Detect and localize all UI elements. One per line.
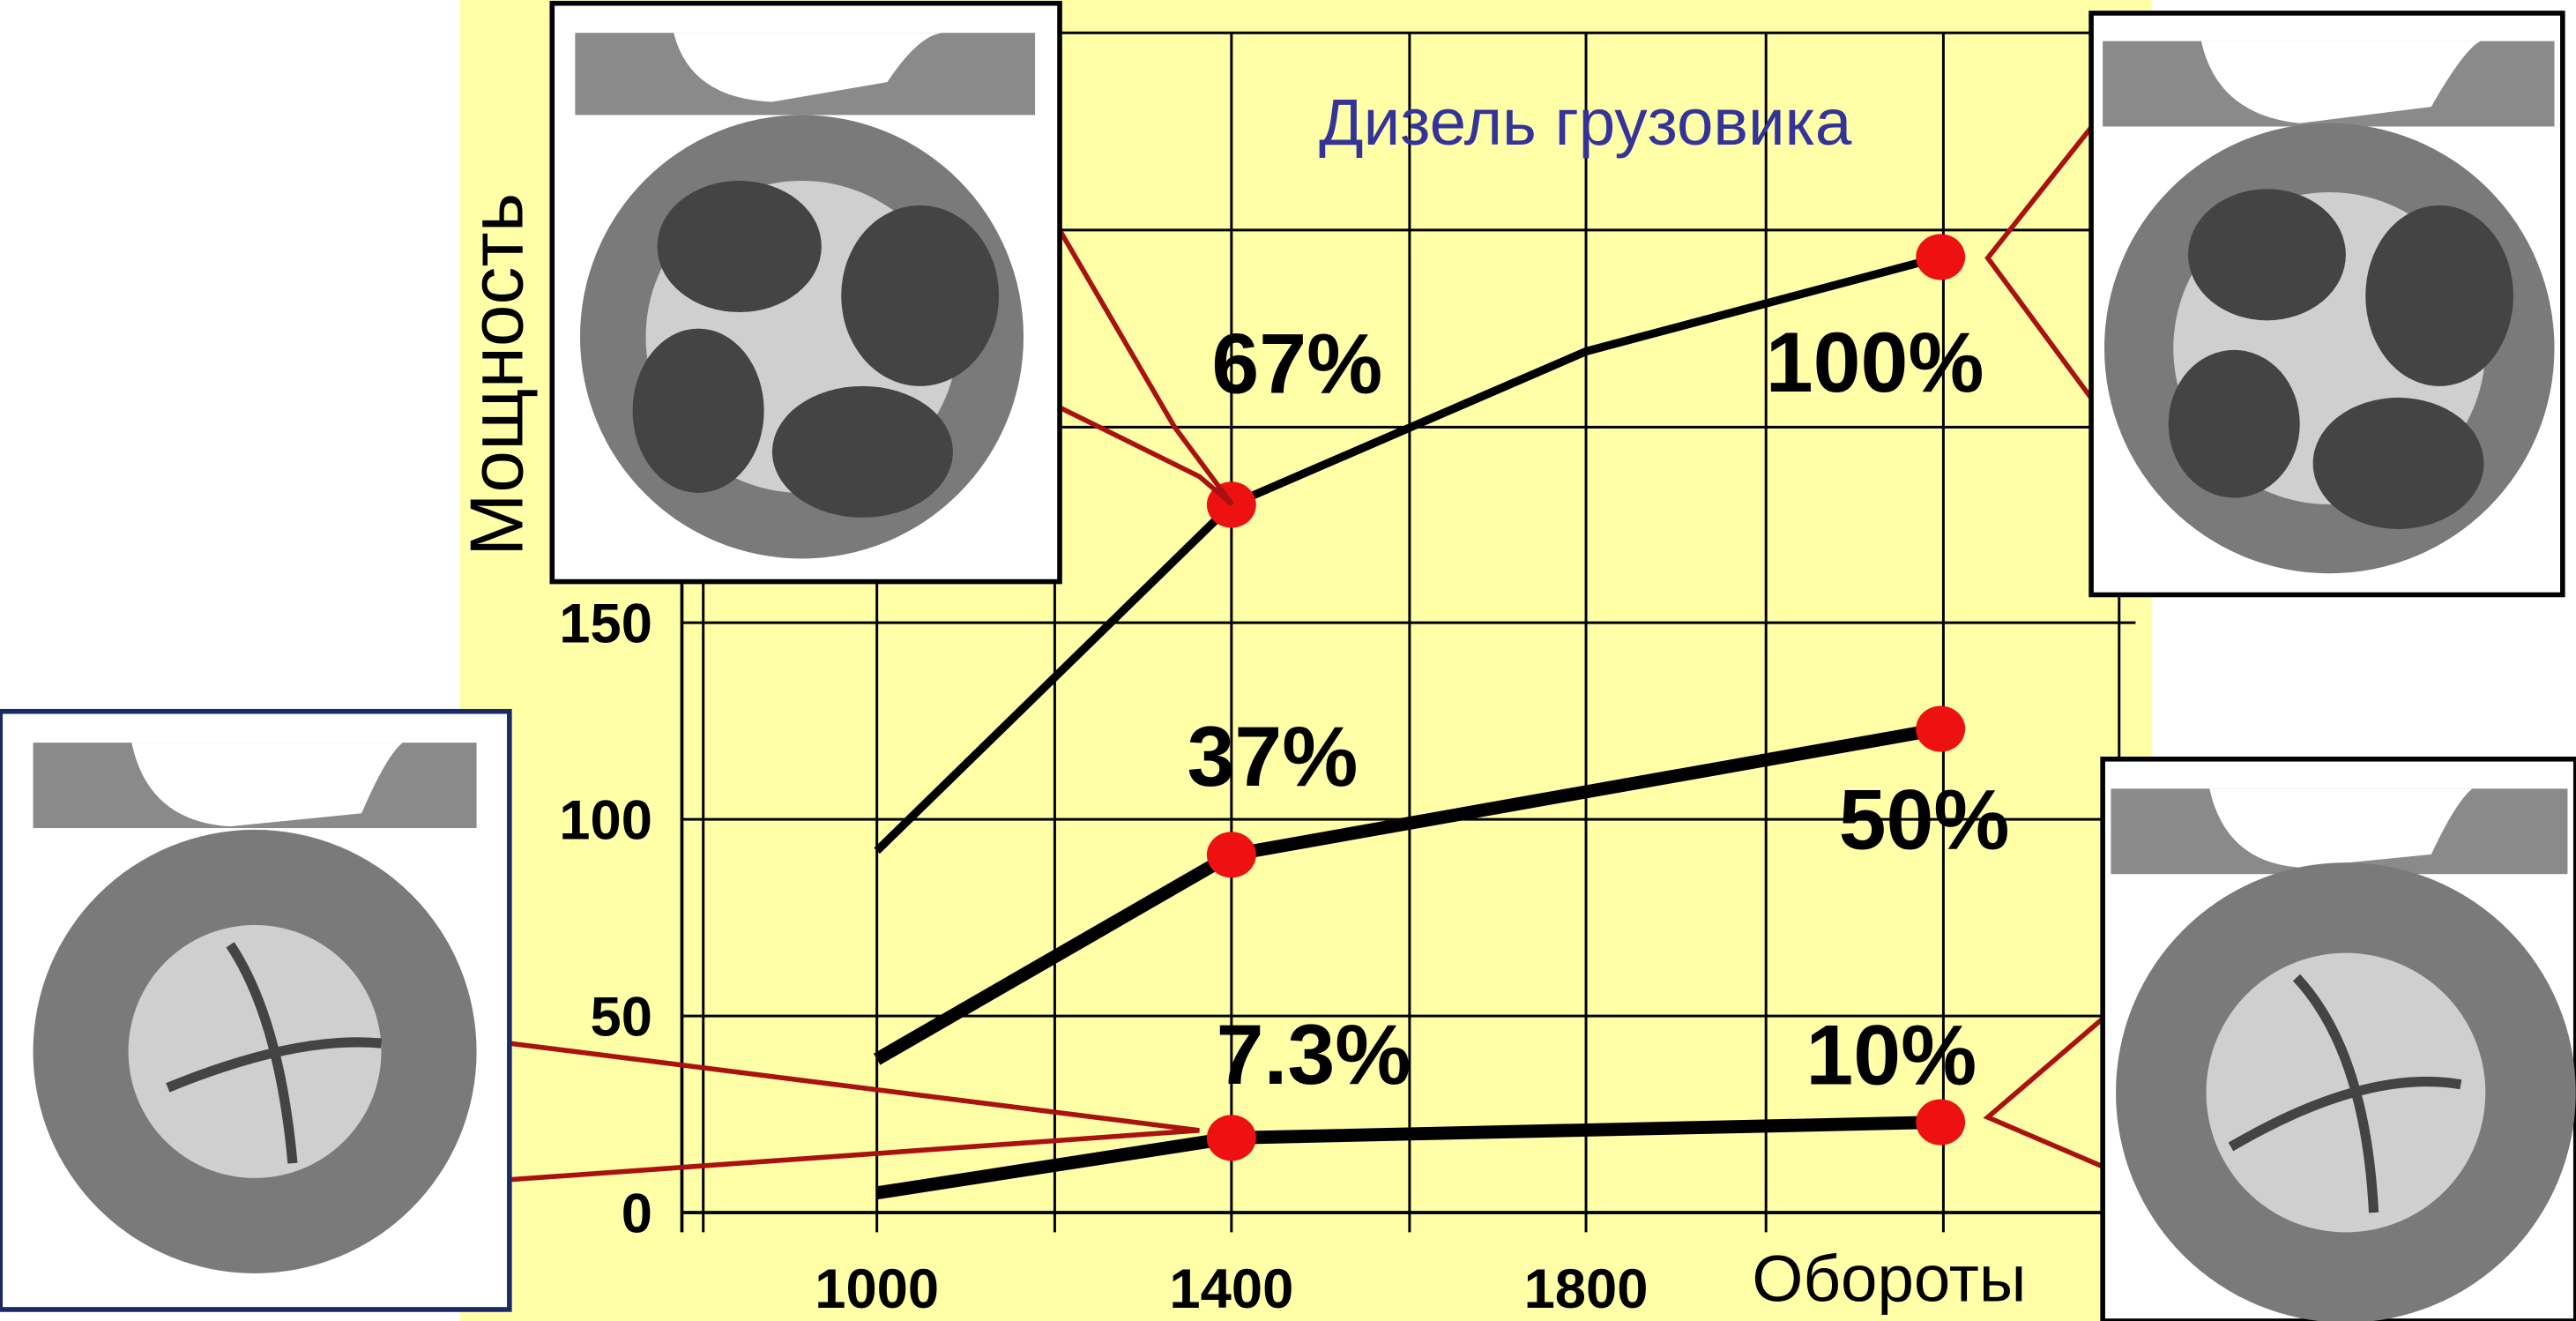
- inset-bottom-right: [2100, 756, 2576, 1321]
- point-label: 100%: [1766, 314, 1984, 410]
- point-label: 67%: [1211, 316, 1382, 412]
- callouts: [509, 122, 2104, 1183]
- y-tick-label: 0: [622, 1183, 652, 1244]
- x-axis-label: Обороты: [1752, 1243, 2026, 1316]
- point-marker: [1206, 1115, 1256, 1161]
- point-marker: [1916, 234, 1966, 280]
- point-label: 10%: [1805, 1007, 1977, 1103]
- x-tick-label: 1400: [1169, 1258, 1293, 1320]
- inset-top-left: [549, 0, 1062, 585]
- y-tick-label: 50: [590, 986, 651, 1048]
- y-tick-label: 150: [559, 593, 652, 655]
- point-marker: [1206, 832, 1256, 878]
- point-label: 37%: [1187, 708, 1358, 804]
- inset-bottom-left: [0, 708, 512, 1312]
- point-marker: [1916, 1099, 1966, 1146]
- point-label: 50%: [1839, 772, 2010, 868]
- y-axis-label: Мощность: [455, 193, 540, 556]
- chart-title: Дизель грузовика: [1319, 86, 1852, 159]
- series: [873, 234, 1966, 1200]
- point-marker: [1916, 705, 1966, 752]
- x-tick-label: 1000: [815, 1258, 939, 1320]
- point-label: 7.3%: [1217, 1006, 1411, 1102]
- inset-top-right: [2088, 11, 2565, 598]
- line-series: [874, 252, 1942, 855]
- y-tick-label: 100: [559, 790, 652, 852]
- x-tick-label: 1800: [1524, 1258, 1649, 1320]
